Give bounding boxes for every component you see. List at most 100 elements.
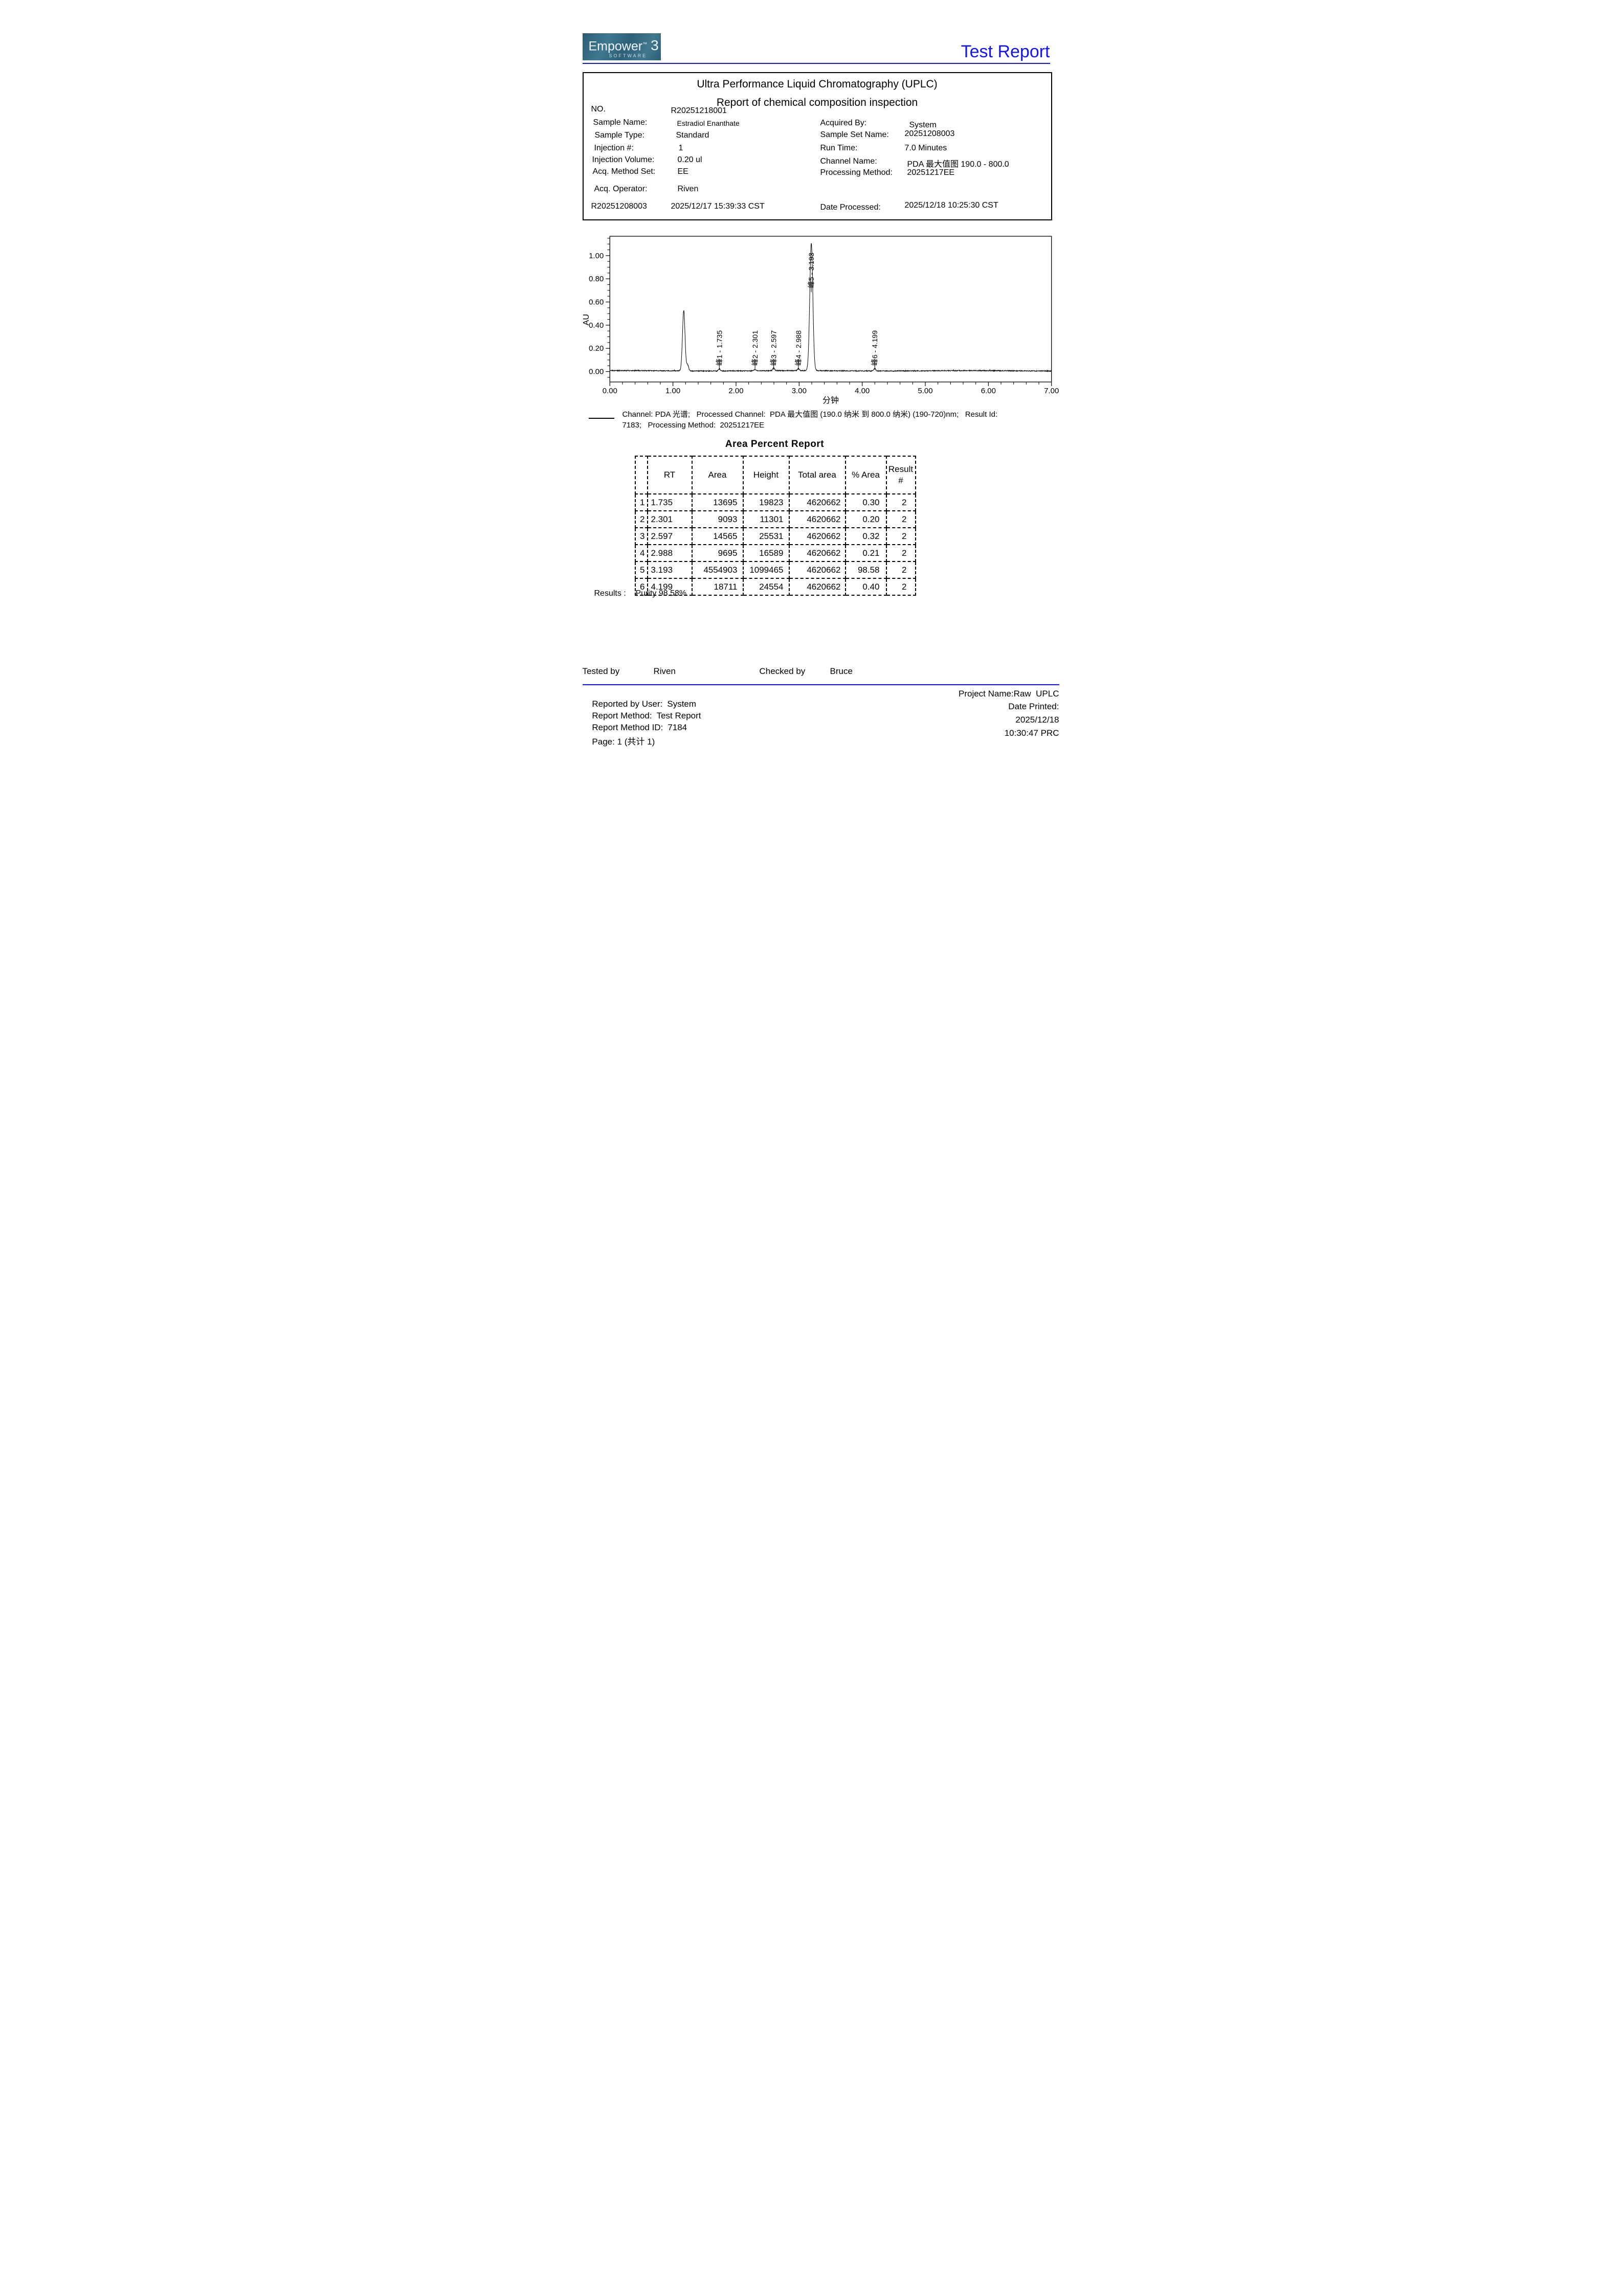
report-page: Empower™ 3 SOFTWARE Test Report Ultra Per… [541, 0, 1083, 766]
footer-page-number-label: Page: 1 (共计 1) [592, 737, 655, 747]
footer-project-name: Project Name:Raw UPLC [958, 689, 1059, 699]
table-cell: 11301 [742, 510, 790, 528]
footer-reported-by: Reported by User: System [583, 689, 696, 719]
sample-type-value: Standard [676, 131, 709, 140]
x-tick-label: 0.00 [602, 387, 617, 395]
y-tick-label: 1.00 [589, 252, 604, 260]
channel-name-label: Channel Name: [820, 157, 877, 166]
table-cell: 2.301 [647, 510, 693, 528]
empower-logo: Empower™ 3 SOFTWARE [582, 33, 661, 60]
table-cell: 25531 [742, 527, 790, 545]
table-cell: 4620662 [788, 510, 846, 528]
peak-label: 峰4 - 2.988 [794, 330, 802, 366]
table-row: 3 2.597 14565 25531 4620662 0.32 2 [634, 527, 916, 545]
run-id: R20251208003 [591, 202, 647, 211]
channel-note-line1: Channel: PDA 光谱; Processed Channel: PDA … [622, 410, 998, 419]
y-axis-title: AU [582, 314, 591, 325]
injection-volume-label: Injection Volume: [592, 155, 655, 164]
table-cell: 4620662 [788, 578, 846, 596]
x-axis-title: 分钟 [822, 396, 838, 405]
sample-type-label: Sample Type: [594, 131, 645, 140]
chromatogram-svg: 0.00 0.20 0.40 0.60 0.80 1.00 0.00 1.00 2.00 3.00… [582, 236, 1059, 405]
injection-volume-value: 0.20 ul [677, 155, 702, 164]
acq-operator-label: Acq. Operator: [594, 185, 648, 193]
report-title-line1: Ultra Performance Liquid Chromatography … [697, 78, 938, 90]
logo-name: Empower [588, 39, 643, 54]
table-cell: 14565 [691, 527, 744, 545]
footer-report-method-label: Report Method: [592, 711, 652, 721]
peak-label: 峰3 - 2.597 [769, 330, 777, 366]
table-cell: 2.988 [647, 544, 693, 562]
checked-by-label: Checked by [759, 666, 806, 676]
table-cell: 9093 [691, 510, 744, 528]
report-title-line2: Report of chemical composition inspectio… [716, 97, 918, 108]
footer-report-method-id: Report Method ID: 7184 [583, 712, 687, 743]
tested-by-value: Riven [653, 666, 676, 676]
table-cell: 5 [634, 561, 648, 579]
logo-subtitle: SOFTWARE [609, 53, 648, 59]
sample-set-name-label: Sample Set Name: [820, 130, 889, 139]
injection-num-value: 1 [678, 144, 683, 152]
footer-report-method-id-value: 7184 [668, 723, 687, 732]
report-info-box: Ultra Performance Liquid Chromatography … [582, 72, 1052, 220]
table-cell: 19823 [742, 493, 790, 511]
x-tick-label: 5.00 [918, 387, 932, 395]
checked-by-value: Bruce [830, 666, 853, 676]
results-value: Purity 98.58% [635, 589, 687, 598]
column-header [634, 456, 648, 494]
x-tick-label: 4.00 [855, 387, 870, 395]
y-tick-label: 0.80 [589, 275, 604, 283]
table-cell: 4.199 [647, 578, 693, 596]
table-cell: 1 [634, 493, 648, 511]
logo-version: 3 [651, 37, 659, 54]
processing-method-value: 20251217EE [907, 168, 955, 177]
table-row: 6 4.199 18711 24554 4620662 0.40 2 [634, 578, 916, 596]
table-cell: 2 [885, 561, 916, 579]
sample-name-value: Estradiol Enanthate [677, 119, 740, 127]
channel-note-line2: 7183; Processing Method: 20251217EE [622, 421, 765, 430]
date-processed-label: Date Processed: [820, 203, 881, 212]
table-cell: 3.193 [647, 561, 693, 579]
peak-label: 峰5 - 3.193 [807, 253, 815, 288]
table-cell: 1099465 [742, 561, 790, 579]
area-report-title: Area Percent Report [725, 439, 825, 449]
table-cell: 2 [885, 527, 916, 545]
area-percent-table: RT Area Height Total area% Area Result # 1 1.… [634, 456, 916, 596]
date-processed-value: 2025/12/18 10:25:30 CST [904, 201, 998, 210]
table-cell: 2.597 [647, 527, 693, 545]
channel-name-value: PDA 最大值图 190.0 - 800.0 [907, 160, 1009, 169]
tested-by-label: Tested by [582, 666, 620, 676]
sample-set-name-value: 20251208003 [904, 129, 955, 138]
table-cell: 4620662 [788, 544, 846, 562]
chromatogram-trace [609, 243, 1052, 373]
footer-report-method: Report Method: Test Report [583, 701, 701, 731]
table-cell: 13695 [691, 493, 744, 511]
acq-method-set-label: Acq. Method Set: [592, 167, 656, 176]
no-value: R20251218001 [671, 106, 727, 115]
y-tick-label: 0.40 [589, 321, 604, 330]
table-cell: 4620662 [788, 493, 846, 511]
area-table-head-row: RT Area Height Total area% Area Result # [634, 456, 916, 494]
peak-label: 峰2 - 2.301 [751, 330, 759, 366]
table-cell: 6 [634, 578, 648, 596]
empower-logo-text: Empower™ 3 [589, 38, 661, 53]
table-cell: 1.735 [647, 493, 693, 511]
x-tick-label: 2.00 [728, 387, 743, 395]
table-row: 1 1.735 13695 19823 4620662 0.30 2 [634, 493, 916, 511]
table-cell: 0.21 [844, 544, 887, 562]
table-cell: 24554 [742, 578, 790, 596]
column-header: Height [742, 456, 790, 494]
x-tick-label: 3.00 [791, 387, 806, 395]
table-cell: 16589 [742, 544, 790, 562]
no-label: NO. [591, 105, 606, 114]
column-header: % Area [844, 456, 887, 494]
footer-date-printed-date: 2025/12/18 [1015, 715, 1059, 725]
x-tick-label: 7.00 [1044, 387, 1059, 395]
table-cell: 2 [634, 510, 648, 528]
table-row: 4 2.988 9695 16589 4620662 0.21 2 [634, 544, 916, 562]
peak-label: 峰1 - 1.735 [715, 330, 723, 366]
trace-legend-line [588, 418, 614, 419]
table-cell: 0.40 [844, 578, 887, 596]
table-cell: 0.20 [844, 510, 887, 528]
injection-num-label: Injection #: [594, 144, 634, 152]
